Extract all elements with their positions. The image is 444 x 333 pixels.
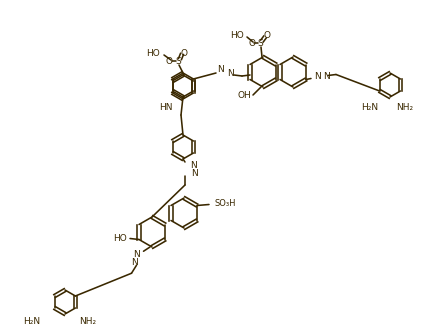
Text: OH: OH xyxy=(237,92,251,101)
Text: N: N xyxy=(190,161,197,169)
Text: N: N xyxy=(314,72,321,81)
Text: NH₂: NH₂ xyxy=(79,317,96,326)
Text: S: S xyxy=(175,57,181,66)
Text: O: O xyxy=(263,32,270,41)
Text: H₂N: H₂N xyxy=(24,317,40,326)
Text: N: N xyxy=(323,72,330,81)
Text: O: O xyxy=(166,57,173,66)
Text: N: N xyxy=(191,168,198,177)
Text: O: O xyxy=(181,49,187,58)
Text: S: S xyxy=(257,39,263,48)
Text: HO: HO xyxy=(113,234,127,243)
Text: SO₃H: SO₃H xyxy=(215,199,237,208)
Text: HO: HO xyxy=(230,31,244,40)
Text: N: N xyxy=(226,69,234,78)
Text: NH₂: NH₂ xyxy=(396,103,413,112)
Text: N: N xyxy=(217,66,223,75)
Text: H₂N: H₂N xyxy=(361,103,378,112)
Text: N: N xyxy=(131,258,138,267)
Text: O: O xyxy=(249,39,255,48)
Text: HN: HN xyxy=(159,104,173,113)
Text: HO: HO xyxy=(146,49,160,58)
Text: N: N xyxy=(133,250,139,259)
